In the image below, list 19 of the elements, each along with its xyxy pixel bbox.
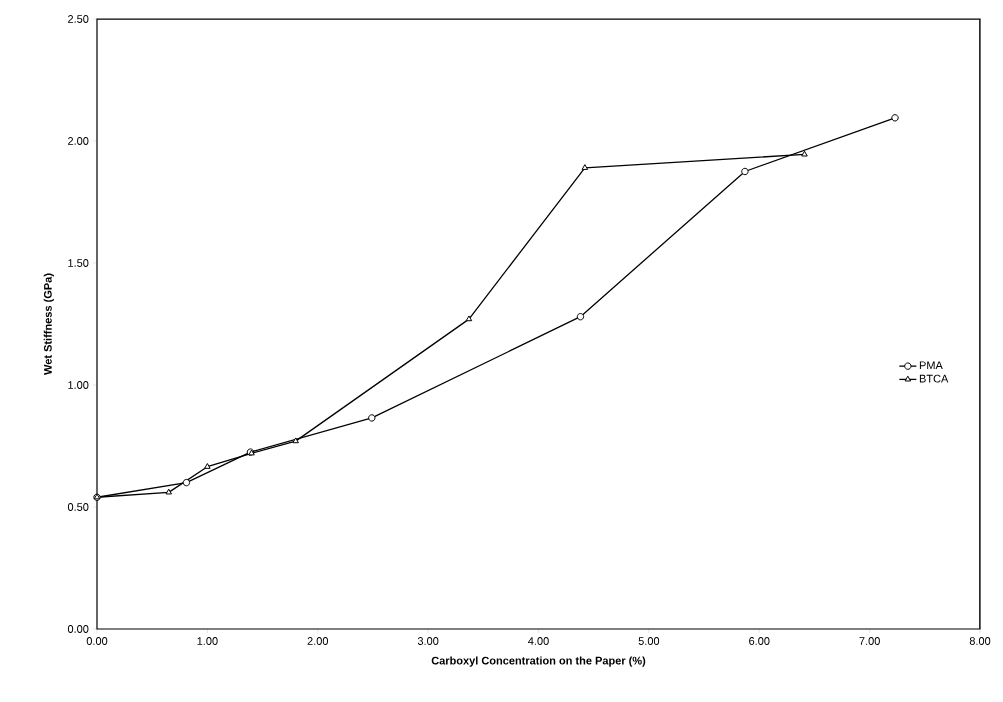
x-tick-label: 2.00 — [307, 637, 329, 645]
legend-label: PMA — [919, 361, 943, 370]
x-tick-label: 0.00 — [86, 637, 108, 645]
y-tick-label: 1.00 — [68, 381, 89, 389]
y-axis-title: Wet Stiffness (GPa) — [43, 273, 54, 375]
x-tick-label: 5.00 — [638, 637, 660, 645]
x-tick-label: 4.00 — [528, 637, 549, 645]
x-tick-label: 8.00 — [969, 637, 991, 645]
y-tick-label: 2.00 — [68, 137, 89, 145]
x-tick-label: 6.00 — [749, 637, 770, 645]
y-tick-label: 2.50 — [68, 15, 89, 23]
legend-label: BTCA — [919, 374, 949, 383]
y-tick-label: 0.50 — [67, 503, 89, 511]
y-tick-label: 1.50 — [68, 259, 89, 267]
x-axis-title: Carboxyl Concentration on the Paper (%) — [431, 656, 646, 667]
y-tick-label: 0.00 — [67, 625, 89, 633]
x-tick-label: 1.00 — [197, 637, 218, 645]
x-tick-label: 7.00 — [859, 637, 880, 645]
x-tick-label: 3.00 — [417, 637, 439, 645]
